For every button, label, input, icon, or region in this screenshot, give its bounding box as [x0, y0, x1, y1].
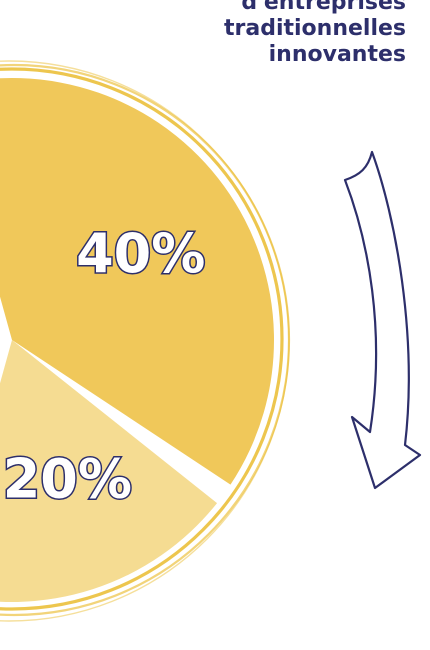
slice-label-2: 20%	[3, 448, 132, 511]
title-line-3: innovantes	[268, 42, 406, 67]
title-line-1: d'entreprises	[241, 0, 406, 15]
slice-label-1: 40%	[76, 222, 205, 285]
outer-ring-1	[0, 67, 284, 611]
slice-labels: 40% 20%	[1, 220, 207, 512]
pie-slice-2	[0, 340, 218, 602]
outer-ring-3	[0, 60, 290, 622]
pie-slices	[0, 78, 274, 602]
curved-down-arrow-icon	[343, 150, 422, 490]
pie-slice-1	[0, 78, 274, 485]
outer-ring-2	[0, 63, 291, 617]
title-line-2: traditionnelles	[223, 16, 406, 41]
chart-outer-rings	[0, 60, 291, 622]
chart-title: d'entreprises traditionnelles innovantes	[224, 0, 406, 68]
